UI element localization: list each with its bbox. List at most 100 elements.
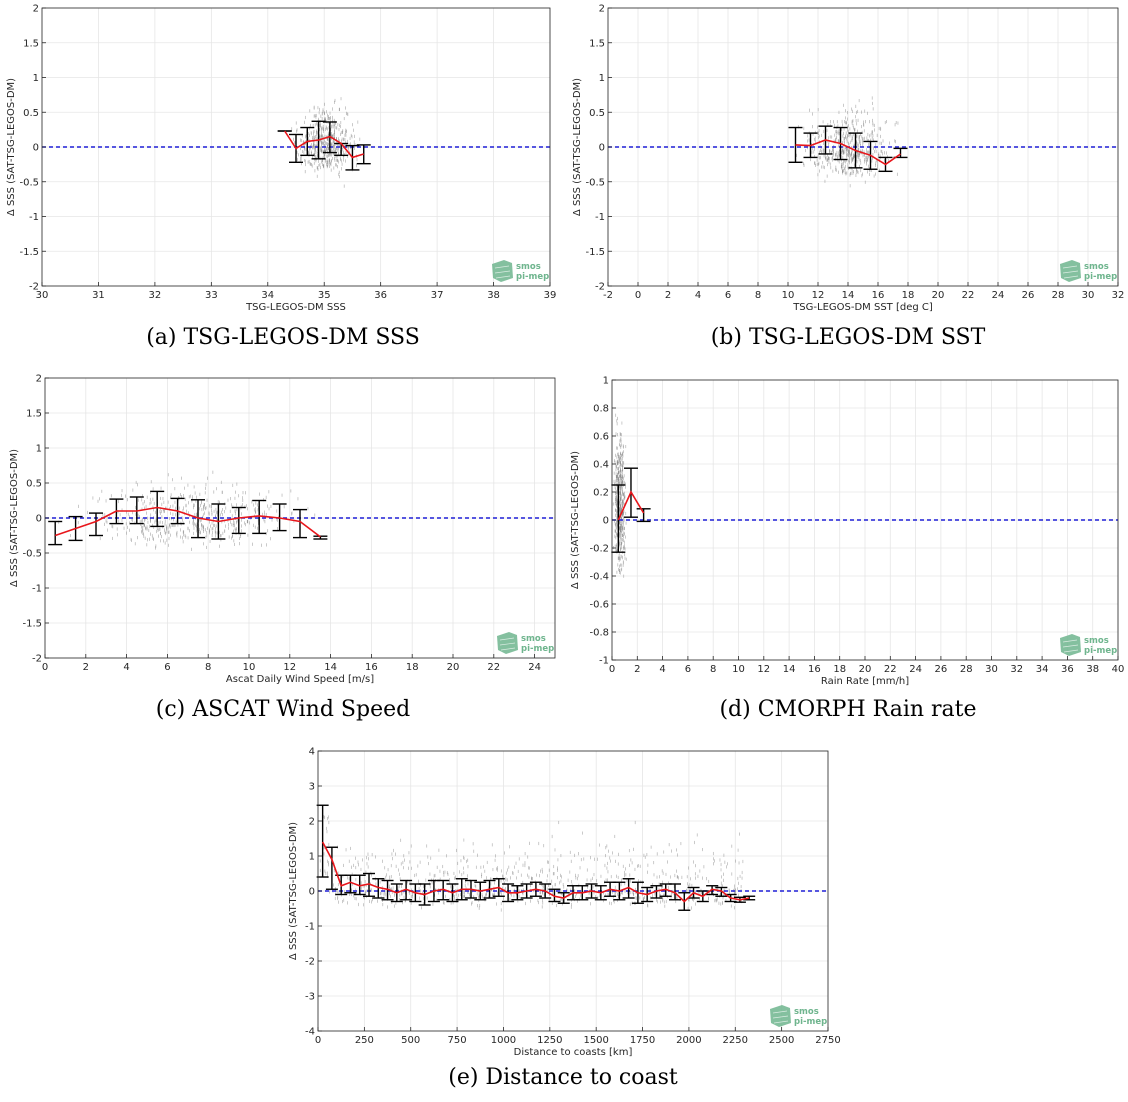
y-tick-label: -0.6 <box>589 600 609 611</box>
x-tick-label: 1750 <box>630 1035 655 1046</box>
error-bar <box>231 506 246 535</box>
x-tick-label: 2250 <box>723 1035 748 1046</box>
caption: (a) TSG-LEGOS-DM SSS <box>146 325 420 350</box>
chart-a: 30 31 32 33 34 35 36 37 38 39 -2 -1.5 -1 -0.5 0 0.5 1 1.5… <box>6 4 556 351</box>
y-tick-label: 3 <box>309 782 315 793</box>
x-tick-label: 33 <box>205 290 218 301</box>
mean-line <box>321 841 750 903</box>
y-axis-label: Δ SSS (SAT-TSG-LEGOS-DM) <box>570 451 581 589</box>
y-tick-label: 0.5 <box>23 108 39 119</box>
x-tick-label: 4 <box>123 662 129 673</box>
y-tick-label: 1 <box>599 73 605 84</box>
scatter-points <box>58 470 316 551</box>
error-bar <box>316 804 329 878</box>
x-tick-label: 2 <box>665 290 671 301</box>
x-tick-label: 26 <box>935 664 948 675</box>
y-tick-label: -0.5 <box>19 177 39 188</box>
logo-leaf-lines <box>494 265 511 279</box>
y-tick-label: -1 <box>305 922 315 933</box>
y-axis-label: Δ SSS (SAT-TSG-LEGOS-DM) <box>6 78 17 216</box>
x-tick-label: 36 <box>374 290 387 301</box>
x-tick-label: 40 <box>1112 664 1125 675</box>
x-tick-label: 28 <box>960 664 973 675</box>
y-tick-label: 2 <box>36 374 42 385</box>
x-tick-label: 32 <box>149 290 162 301</box>
y-tick-label: -0.5 <box>585 177 605 188</box>
y-tick-label: -2 <box>305 957 315 968</box>
y-tick-label: -1 <box>32 584 42 595</box>
x-tick-label: 14 <box>842 290 855 301</box>
logo-text-smos: smos <box>516 262 541 272</box>
x-axis-label: Rain Rate [mm/h] <box>821 676 909 687</box>
x-tick-label: 18 <box>406 662 419 673</box>
x-tick-label: 6 <box>164 662 170 673</box>
x-tick-label: 2750 <box>815 1035 840 1046</box>
y-tick-label: -0.4 <box>589 572 609 583</box>
chart-b: -2 0 2 4 6 8 10 12 14 16 18 20 22 24 26 28 30 32-2-1.5-1-… <box>572 4 1124 351</box>
x-tick-label: 22 <box>962 290 975 301</box>
y-axis-label: Δ SSS (SAT-TSG-LEGOS-DM) <box>572 78 583 216</box>
y-tick-label: -1 <box>595 212 605 223</box>
y-tick-label: -1.5 <box>22 619 42 630</box>
x-tick-label: 0 <box>635 290 641 301</box>
x-tick-label: 20 <box>447 662 460 673</box>
logo-text-pi-mep: pi-mep <box>1084 646 1117 656</box>
x-tick-label: 16 <box>365 662 378 673</box>
x-tick-label: 31 <box>92 290 105 301</box>
x-tick-label: 26 <box>1022 290 1035 301</box>
x-tick-label: 24 <box>528 662 541 673</box>
x-axis-label: Ascat Daily Wind Speed [m/s] <box>226 674 374 685</box>
x-tick-label: 0 <box>42 662 48 673</box>
error-bar <box>252 499 267 535</box>
error-bar <box>363 872 375 897</box>
x-tick-label: 6 <box>725 290 731 301</box>
logo-leaf-lines <box>1062 639 1079 653</box>
x-tick-label: 37 <box>431 290 444 301</box>
y-tick-label: -0.2 <box>589 544 609 555</box>
y-tick-label: -3 <box>305 992 315 1003</box>
x-tick-label: 16 <box>808 664 821 675</box>
x-tick-label: 6 <box>685 664 691 675</box>
x-tick-label: 16 <box>872 290 885 301</box>
x-tick-label: 10 <box>243 662 256 673</box>
x-tick-label: 8 <box>755 290 761 301</box>
x-tick-label: 24 <box>909 664 922 675</box>
x-tick-label: 12 <box>283 662 296 673</box>
scatter-points <box>612 413 627 578</box>
caption: (d) CMORPH Rain rate <box>719 697 976 722</box>
x-tick-label: 14 <box>324 662 337 673</box>
x-tick-label: 30 <box>985 664 998 675</box>
error-bar <box>669 883 681 901</box>
logo-text-smos: smos <box>794 1007 819 1017</box>
x-tick-label: 8 <box>205 662 211 673</box>
y-tick-label: -2 <box>29 282 39 293</box>
error-bar <box>650 885 663 899</box>
x-tick-label: 750 <box>448 1035 467 1046</box>
x-tick-label: 1250 <box>537 1035 562 1046</box>
x-tick-label: 14 <box>783 664 796 675</box>
y-tick-label: -1 <box>599 656 609 667</box>
x-tick-label: 1000 <box>491 1035 516 1046</box>
y-tick-label: 1 <box>33 73 39 84</box>
x-tick-label: 0 <box>609 664 615 675</box>
x-tick-label: 0 <box>315 1035 321 1046</box>
x-tick-label: 34 <box>1036 664 1049 675</box>
x-tick-label: 4 <box>695 290 701 301</box>
logo-leaf-lines <box>1062 265 1079 279</box>
error-bar <box>325 846 338 890</box>
x-tick-label: 34 <box>261 290 274 301</box>
y-tick-label: 0.6 <box>593 432 609 443</box>
logo-text-smos: smos <box>1084 262 1109 272</box>
x-tick-label: 12 <box>812 290 825 301</box>
caption: (c) ASCAT Wind Speed <box>156 697 410 722</box>
y-tick-label: -0.8 <box>589 628 609 639</box>
logo-text-pi-mep: pi-mep <box>1084 272 1117 282</box>
x-tick-label: 10 <box>782 290 795 301</box>
chart-d: 0 2 4 6 8 10 12 14 16 18 20 22 24 26 28 30 32 34 36 38 40-1-… <box>570 376 1124 723</box>
x-tick-label: 1500 <box>583 1035 608 1046</box>
y-tick-label: 1.5 <box>589 38 605 49</box>
logo-leaf-lines <box>499 637 516 651</box>
